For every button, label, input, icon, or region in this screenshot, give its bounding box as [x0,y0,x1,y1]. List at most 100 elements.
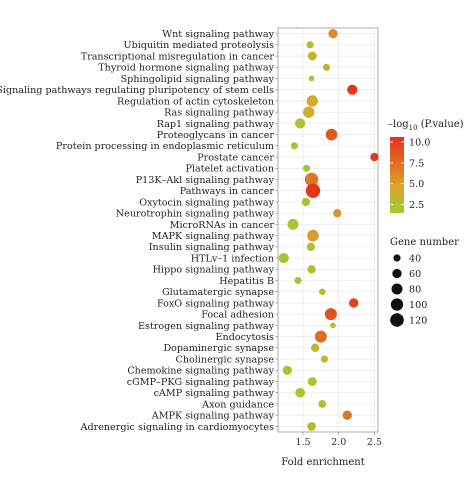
size-legend: Gene number 40 60 80 100 120 [390,237,459,327]
data-point [287,218,299,230]
category-label: Hepatitis B [219,276,274,287]
category-label: Adrenergic signaling in cardiomyocytes [80,422,275,433]
size-legend-dot [390,298,404,311]
data-points [278,28,379,431]
color-legend-label: 5.0 [409,179,424,190]
x-tick-label: 2.5 [367,437,382,448]
data-point [306,95,318,107]
data-point [304,172,319,187]
category-label: P13K–Akl signaling pathway [136,175,275,186]
category-label: Dopaminergic synapse [163,343,274,354]
data-point [324,308,337,321]
data-point [342,410,352,420]
size-legend-label: 120 [409,315,427,326]
category-label: Platelet activation [186,164,274,175]
data-point [318,400,327,408]
category-label: Focal adhesion [201,310,274,321]
category-label: HTLv–1 infection [191,253,274,264]
data-point [301,197,311,207]
color-legend-title: –log10 (P.value) [388,119,464,132]
x-axis-title: Fold enrichment [281,457,364,468]
category-label: Ubiquitin mediated proteolysis [124,40,275,51]
category-label: Rap1 signaling pathway [157,119,275,130]
category-label: cAMP signaling pathway [154,388,275,399]
size-legend-label: 60 [409,269,421,280]
plot-background [277,27,379,433]
data-point [282,365,292,375]
data-point [290,142,299,150]
color-legend-label: 10.0 [409,137,430,148]
category-label: Signaling pathways regulating pluripoten… [0,85,274,96]
x-axis-ticks: 1.5 2.0 2.5 [295,432,382,448]
data-point [308,75,315,82]
category-label: Glutamatergic synapse [162,287,274,298]
data-point [306,41,314,49]
size-legend-items: 40 60 80 100 120 [390,253,427,327]
data-point [349,298,359,308]
category-label: Pathways in cancer [180,186,275,197]
size-legend-dot [392,268,402,279]
data-point [307,265,316,274]
x-tick-label: 2.0 [331,437,346,448]
category-label: Hippo signaling pathway [153,265,275,276]
data-point [306,242,316,251]
data-point [325,128,338,141]
category-label: Prostate cancer [197,152,274,163]
category-label: FoxO signaling pathway [157,298,275,309]
color-legend: –log10 (P.value) 2.5 5.0 7.5 10.0 [388,119,464,213]
category-label: Proteoglycans in cancer [157,130,275,141]
category-label: Chemokine signaling pathway [127,366,274,377]
data-point [330,322,336,329]
data-point [319,288,326,295]
data-point [333,209,342,218]
data-point [302,164,311,172]
data-point [278,252,289,264]
data-point [307,51,317,61]
category-label: Estrogen signaling pathway [138,321,275,332]
size-legend-dot [391,283,403,295]
category-label: Protein processing in endoplasmic reticu… [56,141,274,152]
data-point [322,63,331,71]
data-point [320,355,329,363]
color-legend-title-sub: 10 [409,124,418,132]
color-legend-bar [390,137,404,213]
data-point [328,28,338,39]
data-point [295,387,306,398]
data-point [305,183,321,198]
data-point [314,330,327,343]
color-legend-title-suffix: (P.value) [418,119,464,130]
data-point [347,84,358,95]
category-label: Regulation of actin cytoskeleton [117,96,274,107]
color-legend-label: 7.5 [409,158,424,169]
category-label: MicroRNAs in cancer [170,220,275,231]
category-label: MAPK signaling pathway [152,231,275,242]
category-label: Endocytosis [216,332,275,343]
data-point [307,377,317,386]
category-label: Axon guidance [201,399,274,410]
data-point [303,106,315,118]
size-legend-label: 80 [409,284,421,295]
plot-panel [277,27,379,433]
size-legend-label: 40 [409,253,421,264]
category-label: cGMP–PKG signaling pathway [127,377,275,388]
grid-lines [278,28,378,432]
data-point [307,421,316,431]
color-legend-title-prefix: –log [388,119,409,130]
data-point [307,229,319,242]
data-point [294,276,302,285]
color-legend-label: 2.5 [409,200,424,211]
category-label: Sphingolipid signaling pathway [121,74,275,85]
category-label: Ras signaling pathway [164,108,275,119]
color-legend-ticks: 2.5 5.0 7.5 10.0 [390,137,430,211]
category-label: Thyroid hormone signaling pathway [98,63,274,74]
size-legend-dot [390,313,404,327]
data-point [295,118,306,129]
category-label: Wnt signaling pathway [162,29,274,40]
data-point [370,152,379,162]
category-label: Neurotrophin signaling pathway [116,209,275,220]
data-point [310,343,320,352]
size-legend-label: 100 [409,300,427,311]
size-legend-title: Gene number [390,237,459,248]
category-label: Oxytocin signaling pathway [139,197,274,208]
